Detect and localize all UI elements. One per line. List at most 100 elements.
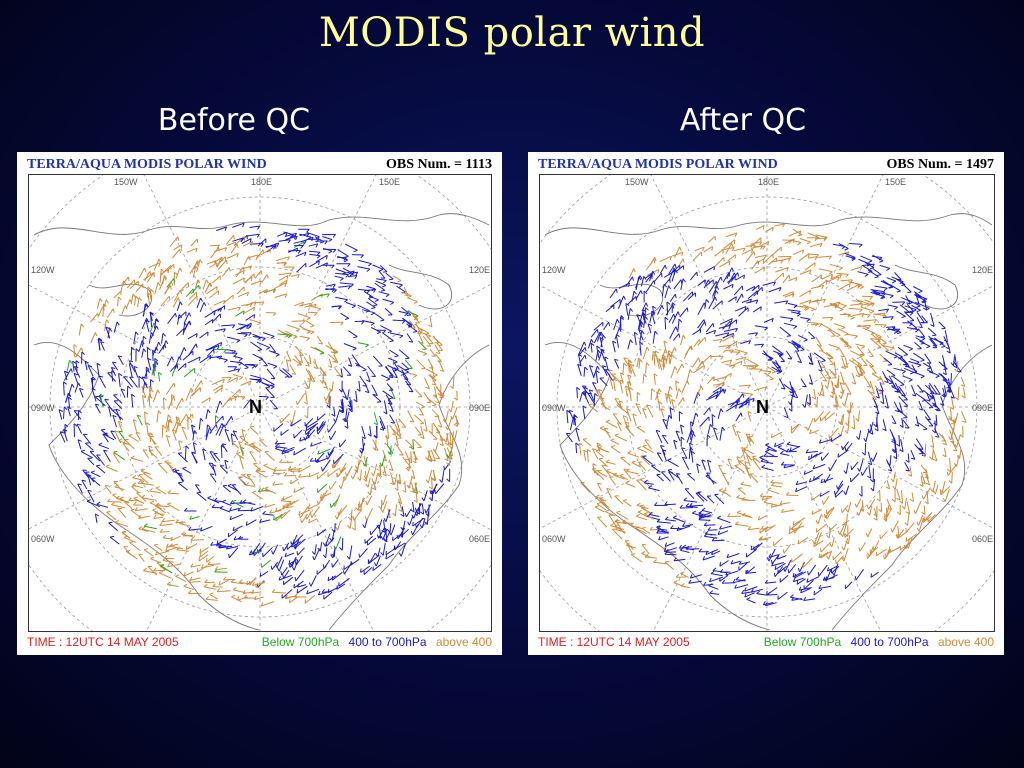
wind-barb bbox=[669, 326, 677, 339]
wind-barb bbox=[672, 517, 686, 523]
wind-barb bbox=[182, 323, 186, 336]
wind-barb bbox=[213, 256, 223, 264]
wind-barb bbox=[733, 285, 743, 296]
wind-barb bbox=[302, 328, 315, 333]
wind-barb bbox=[134, 295, 137, 306]
wind-barb bbox=[377, 547, 381, 557]
wind-barb bbox=[313, 548, 321, 561]
wind-barb-feather bbox=[160, 268, 165, 273]
wind-barb-feather bbox=[153, 567, 157, 572]
wind-barb bbox=[599, 427, 610, 434]
wind-barb bbox=[600, 335, 604, 348]
wind-barb-feather bbox=[797, 539, 800, 544]
wind-barb bbox=[697, 302, 705, 316]
wind-barb bbox=[606, 488, 613, 499]
wind-barb bbox=[841, 504, 849, 514]
wind-barb bbox=[397, 364, 409, 373]
wind-barb-feather bbox=[163, 397, 167, 401]
wind-barb bbox=[133, 331, 137, 345]
wind-barb bbox=[610, 439, 620, 445]
wind-barb-feather bbox=[59, 431, 65, 434]
wind-barb-feather bbox=[126, 550, 131, 552]
wind-barb-feather bbox=[754, 332, 759, 337]
wind-barb bbox=[867, 528, 873, 538]
wind-barb bbox=[173, 244, 183, 251]
wind-barb bbox=[113, 481, 123, 492]
wind-barb bbox=[286, 351, 292, 362]
wind-barb-feather bbox=[609, 476, 614, 478]
wind-barb-feather bbox=[726, 553, 729, 558]
wind-barb-feather bbox=[849, 279, 853, 284]
wind-barb-feather bbox=[780, 387, 786, 390]
wind-barb-feather bbox=[307, 361, 312, 365]
wind-barb-feather bbox=[327, 428, 329, 433]
wind-barb bbox=[819, 371, 828, 382]
wind-barb bbox=[172, 248, 181, 259]
wind-barb bbox=[414, 426, 422, 436]
wind-barb-feather bbox=[282, 447, 286, 452]
wind-barb-feather bbox=[162, 424, 166, 429]
wind-barb-feather bbox=[437, 392, 442, 397]
wind-barb bbox=[920, 475, 924, 487]
wind-barb bbox=[738, 384, 751, 387]
wind-barb-feather bbox=[674, 293, 677, 299]
wind-barb bbox=[905, 522, 915, 533]
wind-barb bbox=[273, 282, 287, 290]
wind-barb-feather bbox=[917, 348, 922, 350]
wind-barb-feather bbox=[667, 352, 672, 357]
wind-barb bbox=[224, 429, 230, 442]
wind-barb bbox=[746, 285, 755, 292]
wind-barb bbox=[173, 289, 181, 302]
wind-barb-feather bbox=[675, 380, 680, 384]
wind-barb bbox=[208, 355, 222, 359]
wind-barb bbox=[269, 399, 278, 410]
wind-barb-feather bbox=[946, 390, 951, 393]
wind-barb-feather bbox=[782, 223, 786, 228]
wind-barb bbox=[659, 255, 672, 262]
wind-barb-feather bbox=[303, 436, 306, 441]
wind-barb bbox=[427, 469, 433, 484]
wind-barb bbox=[787, 309, 801, 312]
wind-barb-feather bbox=[735, 351, 740, 356]
wind-barb bbox=[611, 373, 622, 385]
wind-barb-feather bbox=[595, 505, 600, 508]
wind-barb bbox=[684, 345, 692, 356]
wind-barb-feather bbox=[220, 444, 225, 449]
wind-barb-feather bbox=[90, 470, 95, 473]
wind-barb bbox=[261, 601, 275, 607]
wind-barb-feather bbox=[809, 269, 812, 274]
wind-barb-feather bbox=[76, 423, 81, 426]
wind-barb bbox=[253, 463, 261, 471]
lon-label-120e: 120E bbox=[469, 265, 490, 275]
wind-barb bbox=[809, 393, 811, 405]
wind-barb bbox=[913, 352, 925, 361]
wind-barb bbox=[754, 267, 765, 274]
wind-barb bbox=[923, 298, 928, 311]
wind-barb bbox=[886, 328, 900, 331]
wind-barb-feather bbox=[573, 415, 578, 419]
wind-barb-feather bbox=[664, 316, 669, 321]
longitude-labels: 150W 180E 150E 120W 120E 090W 090E 060W … bbox=[31, 177, 490, 544]
wind-barb-feather bbox=[176, 363, 179, 368]
wind-barb bbox=[295, 251, 307, 258]
wind-barb-feather bbox=[127, 277, 130, 282]
wind-barb bbox=[904, 497, 907, 510]
wind-barb-feather bbox=[588, 403, 593, 406]
wind-barb-feather bbox=[602, 334, 606, 339]
wind-barb bbox=[758, 538, 769, 541]
wind-barb-feather bbox=[253, 314, 256, 319]
wind-barb bbox=[579, 354, 586, 364]
wind-barb-feather bbox=[566, 409, 571, 414]
wind-barb bbox=[401, 291, 412, 297]
wind-barb-feather bbox=[811, 496, 813, 501]
wind-barb bbox=[96, 298, 101, 309]
wind-barb bbox=[658, 359, 663, 371]
wind-barb-feather bbox=[792, 293, 795, 298]
wind-barb bbox=[933, 384, 941, 395]
wind-barb-feather bbox=[887, 469, 893, 472]
wind-barb-feather bbox=[783, 463, 787, 468]
wind-barb-feather bbox=[100, 393, 104, 397]
wind-barb bbox=[322, 379, 328, 389]
wind-barb bbox=[175, 397, 183, 410]
wind-barb-feather bbox=[675, 573, 680, 578]
